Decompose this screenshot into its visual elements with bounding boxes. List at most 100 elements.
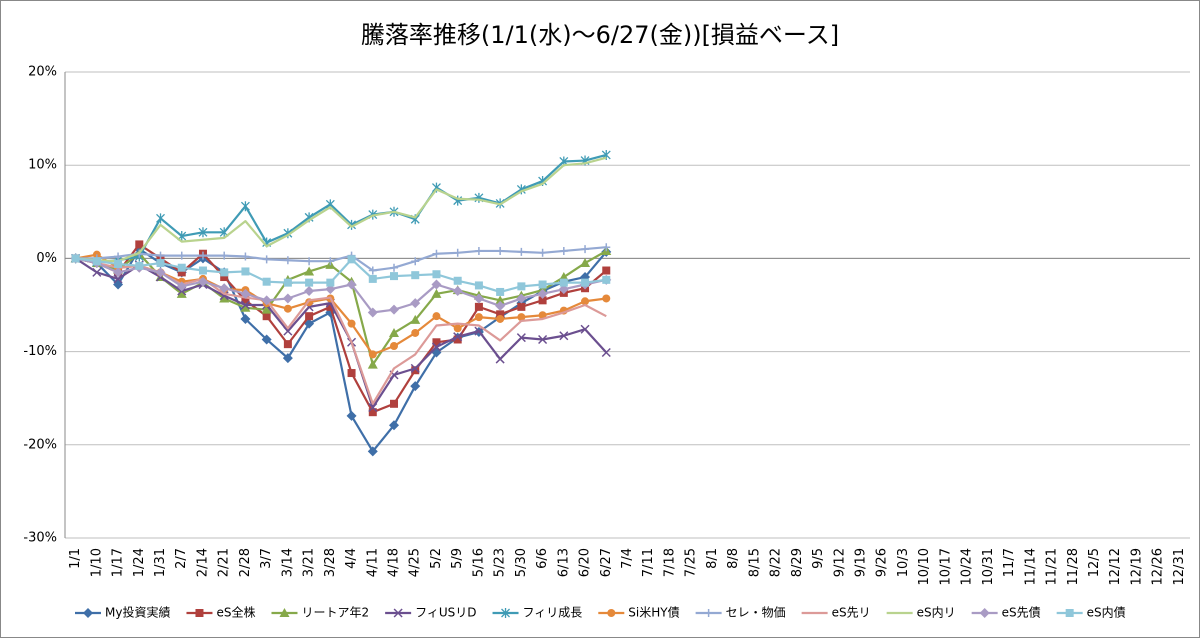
marker (177, 263, 186, 272)
legend-label: Si米HY債 (628, 605, 679, 620)
x-tick-label: 1/24 (132, 548, 147, 577)
marker (390, 263, 399, 272)
marker (581, 245, 590, 254)
x-tick-label: 6/6 (535, 548, 550, 569)
x-tick-label: 3/21 (302, 548, 317, 577)
legend-label: フィリ成長 (523, 606, 583, 620)
marker (83, 608, 93, 618)
marker (411, 257, 420, 266)
x-tick-label: 4/4 (344, 548, 359, 569)
marker (602, 294, 611, 303)
legend: My投資実績 eS全株 リートア年2 フィUSリD フィリ成長 Si米HY債 セレ・物価 eS… (75, 605, 1126, 620)
marker (155, 267, 166, 278)
marker (114, 252, 123, 261)
marker (517, 302, 526, 311)
marker (113, 274, 123, 284)
marker (389, 327, 400, 337)
x-tick-label: 9/12 (832, 548, 847, 577)
marker (495, 295, 506, 305)
y-tick-label: -20% (23, 437, 57, 452)
x-tick-label: 5/2 (429, 548, 444, 569)
marker (410, 298, 421, 309)
marker (495, 354, 505, 364)
x-tick-label: 12/19 (1129, 548, 1144, 585)
legend-item: フィリ成長 (492, 606, 583, 620)
x-tick-label: 5/23 (493, 548, 508, 577)
x-tick-label: 10/24 (960, 548, 975, 585)
legend-item: eS内債 (1056, 605, 1126, 620)
legend-label: リートア年2 (301, 606, 369, 620)
x-tick-label: 10/3 (896, 548, 911, 577)
legend-item: Si米HY債 (598, 605, 680, 620)
marker (453, 276, 462, 285)
marker (283, 304, 292, 313)
marker (390, 342, 399, 351)
marker (219, 293, 230, 303)
marker (389, 420, 400, 431)
y-tick-label: -10% (23, 344, 57, 359)
marker (346, 410, 357, 421)
marker (240, 302, 251, 312)
marker (410, 314, 421, 324)
x-tick-label: 11/21 (1045, 548, 1060, 585)
x-tick-label: 11/7 (1002, 548, 1017, 577)
y-tick-label: 20% (28, 65, 57, 80)
chart-title: 騰落率推移(1/1(水)～6/27(金))[損益ベース] (361, 21, 839, 49)
marker (305, 257, 314, 266)
marker (602, 266, 611, 275)
x-tick-label: 8/1 (705, 548, 720, 569)
x-tick-label: 7/4 (620, 548, 635, 569)
marker (559, 331, 569, 341)
marker (538, 296, 547, 305)
marker (411, 366, 420, 375)
x-tick-label: 1/10 (89, 548, 104, 577)
marker (261, 304, 272, 314)
marker (517, 313, 526, 322)
y-tick-label: -30% (23, 531, 57, 546)
marker (453, 335, 462, 344)
marker (495, 300, 506, 311)
marker (538, 334, 548, 345)
x-tick-label: 3/28 (323, 548, 338, 577)
legend-item: eS内リ (886, 606, 956, 620)
marker (347, 219, 357, 230)
x-tick-label: 2/21 (217, 548, 232, 577)
marker (432, 338, 441, 347)
x-tick-label: 3/7 (259, 548, 274, 569)
marker (581, 297, 590, 306)
marker (261, 334, 272, 345)
marker (195, 609, 204, 617)
marker (114, 259, 123, 268)
marker (176, 288, 187, 298)
x-tick-label: 11/14 (1023, 548, 1038, 585)
marker (432, 249, 441, 258)
marker (581, 278, 590, 287)
marker (240, 201, 250, 212)
marker (607, 609, 616, 617)
marker (496, 287, 505, 296)
x-tick-label: 3/14 (280, 548, 295, 577)
marker (71, 254, 80, 263)
x-tick-label: 5/16 (471, 548, 486, 577)
marker (241, 296, 250, 305)
marker (368, 350, 377, 359)
legend-item: eS先債 (971, 605, 1041, 620)
legend-item: フィUSリD (385, 606, 477, 620)
marker (261, 295, 272, 306)
marker (347, 255, 356, 264)
marker (282, 353, 293, 364)
y-tick-label: 10% (28, 158, 57, 173)
marker (538, 248, 547, 257)
marker (453, 324, 462, 333)
x-tick-label: 8/8 (726, 548, 741, 569)
marker (220, 251, 229, 260)
marker (367, 359, 378, 369)
marker (601, 348, 611, 358)
marker (240, 300, 250, 310)
marker (602, 243, 611, 252)
marker (517, 282, 526, 291)
x-tick-label: 2/7 (174, 548, 189, 569)
x-tick-label: 5/30 (514, 548, 529, 577)
marker (283, 326, 293, 336)
x-tick-label: 8/15 (747, 548, 762, 577)
